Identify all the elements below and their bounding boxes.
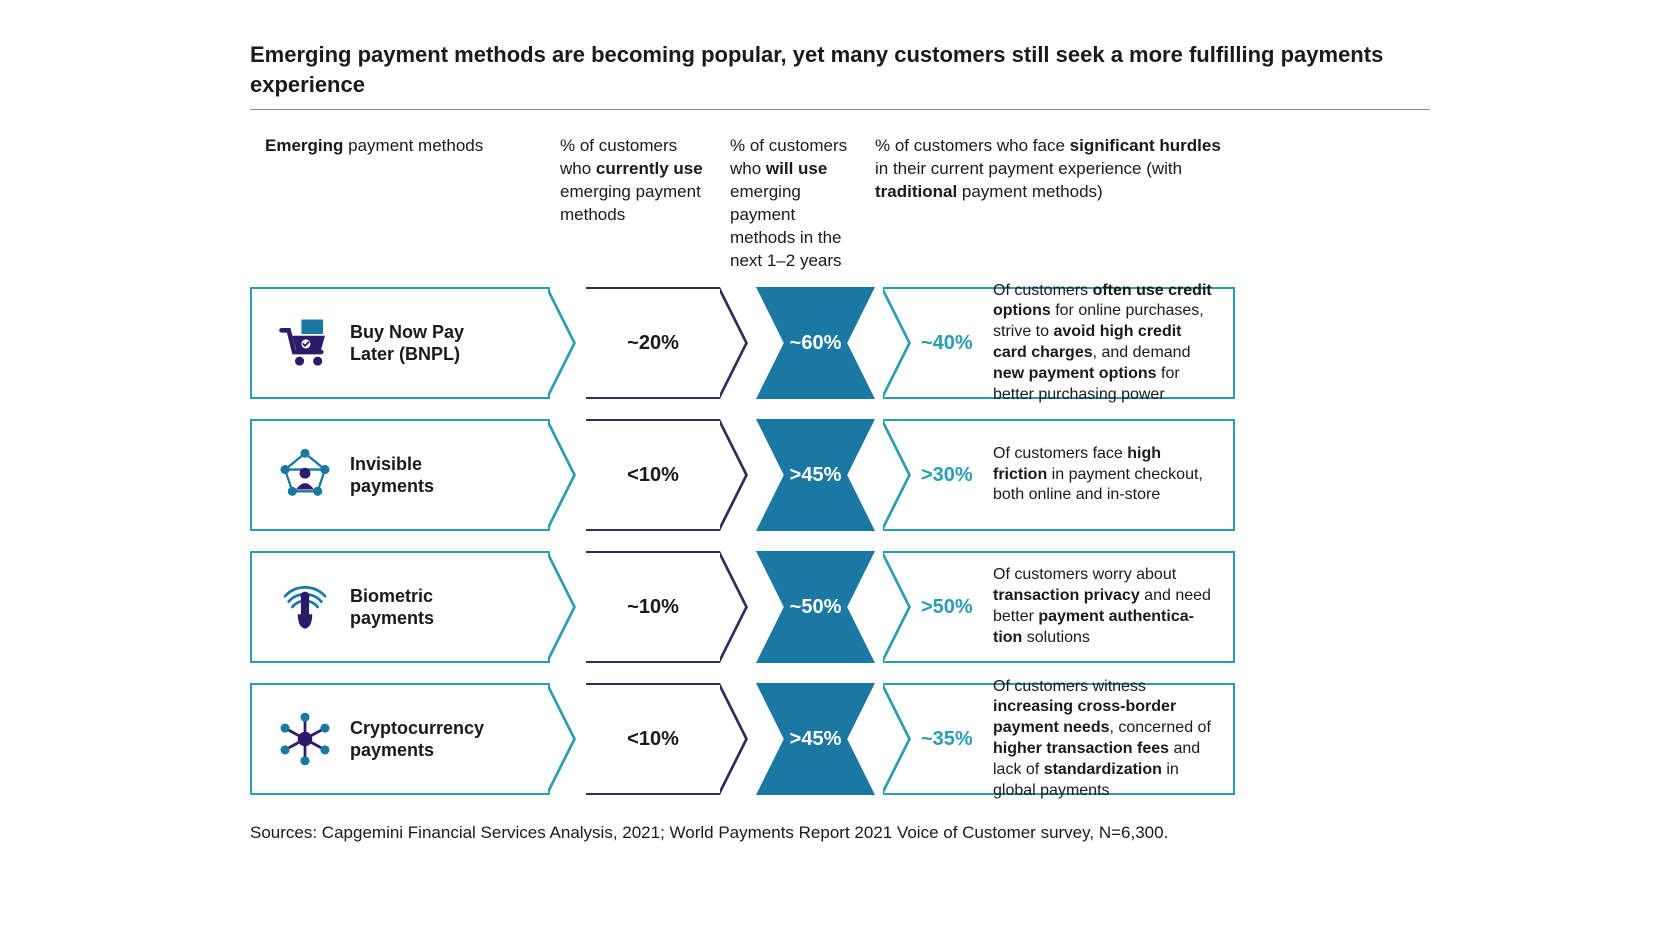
hurdle-text: Of customers often use credit options fo…	[993, 281, 1215, 406]
title-rule	[250, 109, 1430, 110]
method-box: Buy Now Pay Later (BNPL)	[250, 287, 550, 399]
current-use-value: ~10%	[627, 596, 679, 619]
current-use-box: ~10%	[586, 551, 720, 663]
will-use-value: >45%	[790, 728, 842, 751]
will-use-hourglass: >45%	[756, 683, 875, 795]
current-use-box: <10%	[586, 683, 720, 795]
hurdle-percent: ~35%	[921, 728, 993, 751]
method-label: Buy Now Pay Later (BNPL)	[350, 321, 510, 366]
hurdle-box: ~40% Of customers often use credit optio…	[883, 287, 1235, 399]
hurdle-percent: ~40%	[921, 332, 993, 355]
page-title: Emerging payment methods are becoming po…	[250, 40, 1430, 99]
header-will-use: % of customers who will use emerging pay…	[720, 135, 875, 287]
header-hurdles: % of customers who face significant hurd…	[875, 135, 1235, 287]
hurdle-text: Of customers witness increasing cross-bo…	[993, 677, 1215, 802]
hurdle-box: >50% Of customers worry about transactio…	[883, 551, 1235, 663]
current-use-value: <10%	[627, 464, 679, 487]
cart-icon	[274, 312, 336, 374]
current-use-box: <10%	[586, 419, 720, 531]
page: Emerging payment methods are becoming po…	[0, 0, 1680, 945]
hurdle-box: ~35% Of customers witness increasing cro…	[883, 683, 1235, 795]
current-use-value: ~20%	[627, 332, 679, 355]
fingerprint-hand-icon	[274, 576, 336, 638]
network-person-icon	[274, 444, 336, 506]
will-use-value: >45%	[790, 464, 842, 487]
hurdle-percent: >50%	[921, 596, 993, 619]
method-label: Biometric payments	[350, 585, 510, 630]
will-use-hourglass: ~50%	[756, 551, 875, 663]
method-label: Invisible payments	[350, 453, 510, 498]
cart-icon	[276, 314, 334, 372]
infographic-grid: Emerging payment methods % of customers …	[250, 135, 1430, 815]
source-text: Sources: Capgemini Financial Services An…	[250, 823, 1430, 843]
current-use-value: <10%	[627, 728, 679, 751]
will-use-hourglass: ~60%	[756, 287, 875, 399]
crypto-nodes-icon	[274, 708, 336, 770]
header-current-use: % of customers who currently use emergin…	[550, 135, 720, 287]
hurdle-text: Of customers worry about transaction pri…	[993, 565, 1215, 648]
will-use-value: ~60%	[790, 332, 842, 355]
hurdle-box: >30% Of customers face high friction in …	[883, 419, 1235, 531]
method-box: Cryptocurrency payments	[250, 683, 550, 795]
method-label: Cryptocurrency payments	[350, 717, 510, 762]
method-box: Biometric payments	[250, 551, 550, 663]
will-use-hourglass: >45%	[756, 419, 875, 531]
hurdle-percent: >30%	[921, 464, 993, 487]
method-box: Invisible payments	[250, 419, 550, 531]
will-use-value: ~50%	[790, 596, 842, 619]
hurdle-text: Of customers face high friction in payme…	[993, 444, 1215, 506]
header-methods: Emerging payment methods	[250, 135, 550, 287]
fingerprint-hand-icon	[276, 578, 334, 636]
network-person-icon	[276, 446, 334, 504]
crypto-nodes-icon	[276, 710, 334, 768]
current-use-box: ~20%	[586, 287, 720, 399]
